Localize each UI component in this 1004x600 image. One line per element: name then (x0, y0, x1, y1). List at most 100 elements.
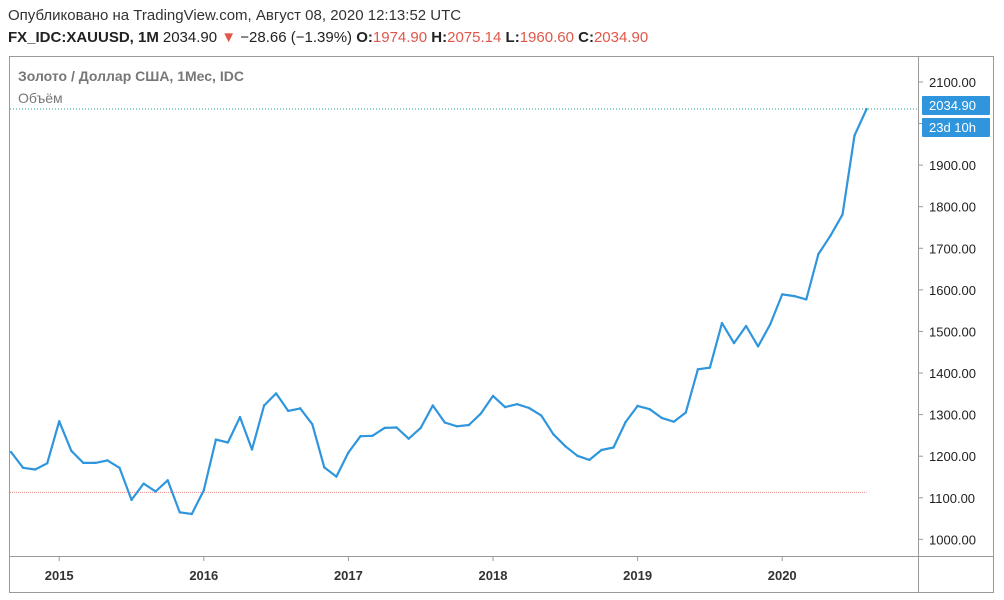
price-point (395, 426, 398, 429)
price-point (817, 252, 820, 256)
price-point (58, 420, 61, 423)
last-price-tag (922, 96, 990, 115)
price-point (106, 459, 109, 462)
chart-frame (9, 56, 994, 593)
price-point (371, 434, 374, 438)
price-point (21, 466, 25, 470)
y-tick-label: 1200.00 (929, 449, 976, 464)
price-point (660, 416, 663, 420)
price-point (467, 423, 471, 427)
price-point (756, 345, 760, 348)
price-point (805, 298, 808, 301)
price-point (323, 466, 326, 469)
price-point (299, 407, 302, 410)
price-point (841, 213, 844, 216)
price-point (226, 441, 230, 444)
price-point (238, 415, 242, 419)
price-point (311, 422, 314, 426)
x-tick-label: 2017 (334, 568, 363, 583)
change-down-icon: ▼ (221, 29, 237, 46)
y-tick-label: 1100.00 (929, 491, 975, 506)
symbol-quote-line: FX_IDC:XAUUSD, 1M 2034.90 ▼ −28.66 (−1.39… (8, 29, 648, 46)
price-point (600, 448, 603, 452)
price-point (768, 323, 772, 326)
price-point (720, 321, 724, 325)
countdown-tag (922, 118, 990, 137)
price-point (588, 458, 591, 462)
price-point (419, 426, 422, 430)
price-point (793, 294, 796, 298)
close-value: 2034.90 (593, 29, 649, 46)
price-point (443, 421, 446, 424)
price-point (94, 461, 97, 465)
price-point (865, 107, 868, 111)
price-point (154, 490, 157, 493)
price-point (82, 461, 85, 465)
price-point (118, 466, 121, 470)
price-point (407, 437, 410, 440)
y-tick-label: 1700.00 (929, 241, 976, 256)
price-point (335, 475, 338, 478)
price-point (708, 366, 712, 369)
price-point (479, 412, 483, 415)
price-point (696, 368, 700, 371)
open-value: 1974.90 (372, 29, 428, 46)
price-point (672, 420, 675, 423)
high-label: H: (431, 29, 448, 46)
y-tick-label: 1500.00 (929, 324, 976, 339)
y-tick-label: 1000.00 (929, 532, 976, 547)
high-value: 2075.14 (447, 29, 502, 46)
published-info: Опубликовано на TradingView.com, Август … (8, 7, 462, 24)
price-point (636, 404, 639, 408)
price-line-series (10, 108, 868, 516)
price-point (250, 448, 254, 451)
series-title: Золото / Доллар США, 1Мес, IDC (18, 68, 244, 84)
y-tick-label: 2100.00 (929, 75, 976, 90)
price-point (359, 435, 362, 438)
price-point (612, 446, 615, 449)
price-point (214, 438, 218, 441)
price-point (503, 405, 507, 409)
price-point (564, 445, 567, 448)
last-price: 2034.90 (162, 29, 218, 46)
price-point (142, 482, 145, 485)
price-point (347, 451, 350, 454)
price-point (9, 450, 13, 454)
price-point (455, 425, 459, 428)
price-point (781, 293, 784, 296)
countdown-tag-label: 23d 10h (929, 120, 976, 135)
symbol-label[interactable]: FX_IDC:XAUUSD, 1M (8, 29, 159, 46)
price-point (274, 392, 278, 395)
price-point (33, 468, 37, 471)
price-point (853, 134, 856, 137)
price-point (190, 512, 193, 516)
price-point (70, 449, 73, 452)
price-point (178, 511, 181, 514)
volume-title: Объём (18, 90, 63, 106)
price-point (286, 409, 290, 413)
price-point (515, 403, 519, 406)
y-tick-label: 1300.00 (929, 408, 976, 423)
price-point (576, 454, 579, 457)
y-tick-label: 1800.00 (929, 200, 976, 215)
price-point (166, 479, 169, 482)
price-point (431, 404, 434, 407)
y-tick-label: 1400.00 (929, 366, 976, 381)
price-point (648, 408, 651, 411)
price-point (491, 394, 495, 398)
price-point (624, 420, 627, 424)
last-price-tag-label: 2034.90 (929, 98, 976, 113)
x-axis[interactable]: 2015 2016 2017 2018 2019 2020 (45, 556, 797, 583)
close-label: C: (578, 29, 594, 46)
x-tick-label: 2019 (623, 568, 652, 583)
price-point (527, 406, 531, 410)
y-axis[interactable]: 1000.00 1100.00 1200.00 1300.00 1400.00 1500.… (918, 75, 976, 547)
x-tick-label: 2018 (479, 568, 508, 583)
price-change: −28.66 (−1.39%) (240, 29, 353, 46)
low-label: L: (505, 29, 520, 46)
price-point (262, 404, 266, 407)
y-tick-label: 1600.00 (929, 283, 976, 298)
x-tick-label: 2015 (45, 568, 74, 583)
y-tick-label: 1900.00 (929, 158, 976, 173)
